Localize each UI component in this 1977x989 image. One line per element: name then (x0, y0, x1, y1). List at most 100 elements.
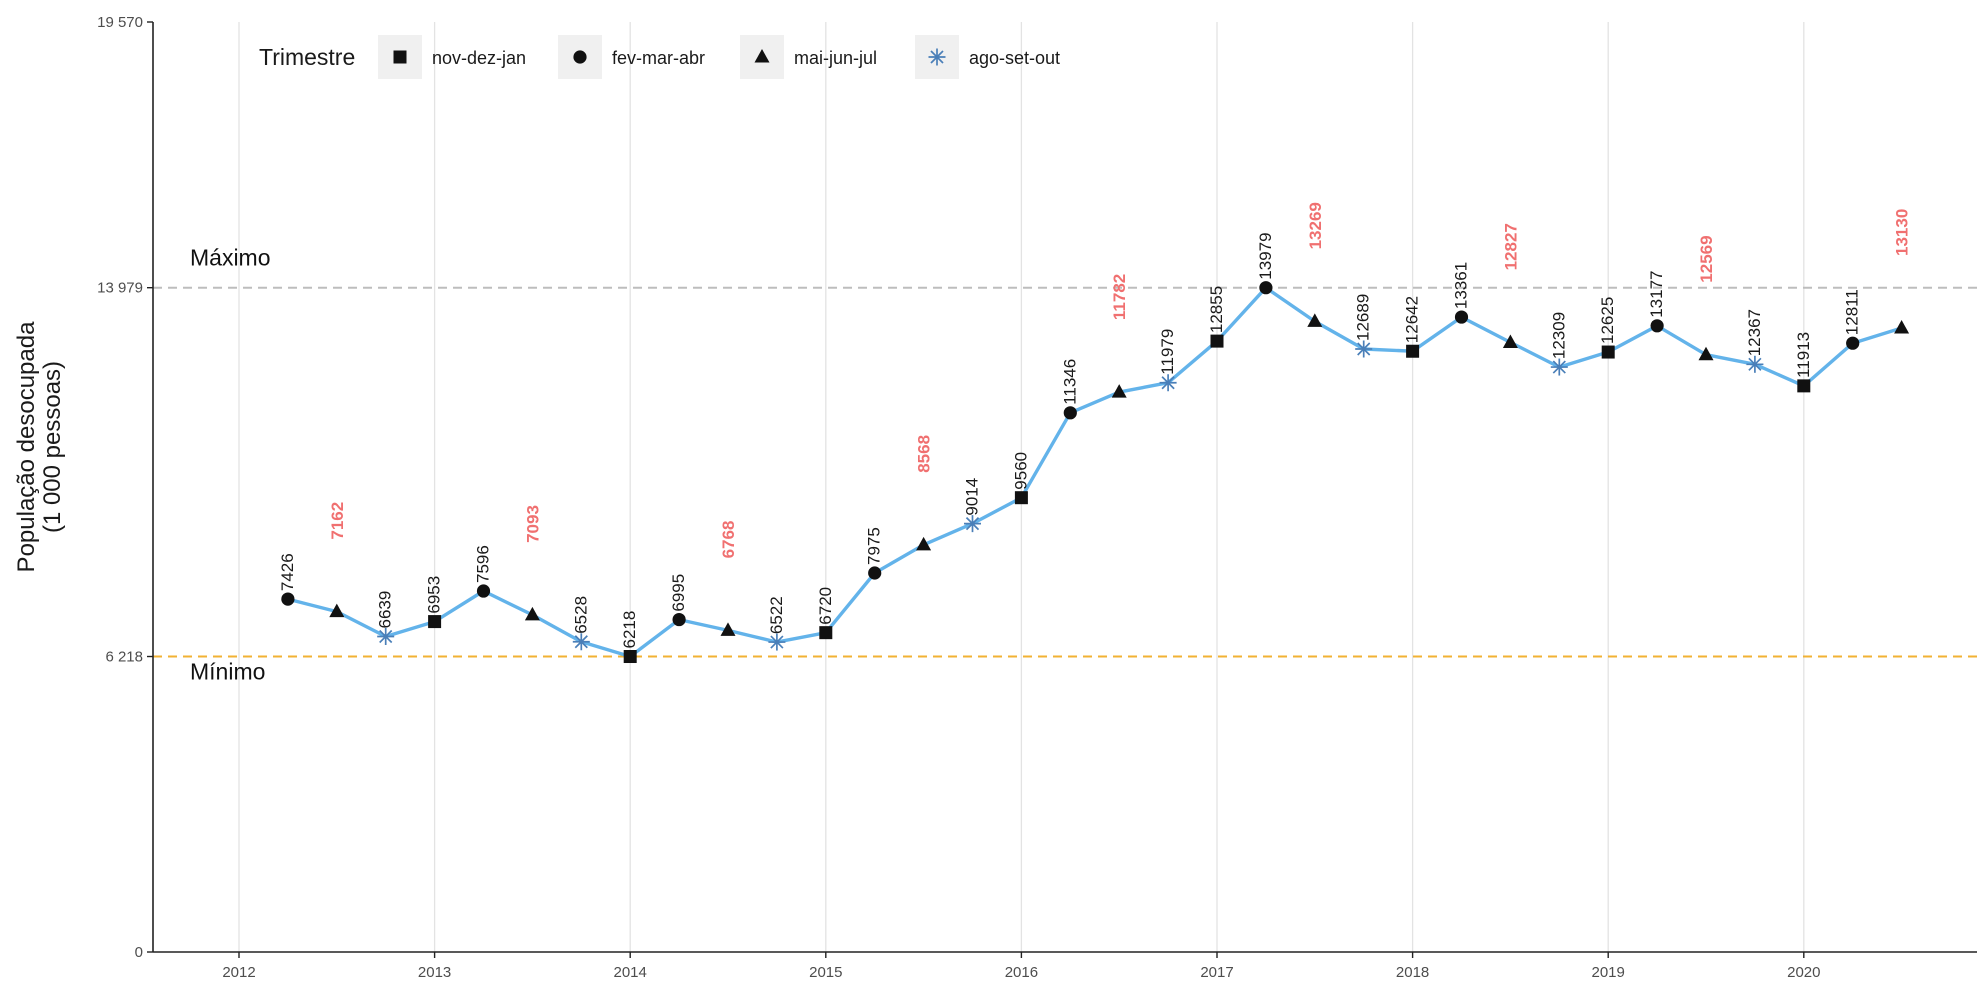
data-point-asterisk (1550, 358, 1568, 376)
data-point-triangle (1111, 384, 1127, 398)
y-tick-label: 6 218 (105, 649, 143, 666)
data-point-triangle (720, 622, 736, 636)
data-point-triangle (916, 536, 932, 551)
reference-label-mnimo: Mínimo (190, 659, 265, 685)
x-tick-label: 2018 (1396, 964, 1429, 981)
x-tick-label: 2016 (1005, 964, 1038, 981)
vertical-gridlines (238, 22, 1805, 952)
legend-label: nov-dez-jan (432, 48, 526, 68)
data-point-asterisk (572, 633, 590, 651)
highlight-data-label: 13130 (1893, 209, 1912, 256)
x-tick-label: 2014 (614, 964, 647, 981)
data-point-square (1406, 344, 1420, 358)
x-tick-label: 2013 (418, 964, 451, 981)
data-point-triangle (1894, 320, 1910, 334)
data-label: 9560 (1011, 452, 1030, 490)
legend-key-triangle (754, 49, 770, 63)
data-point-square (819, 626, 833, 640)
legend-label: mai-jun-jul (794, 48, 877, 68)
data-point-triangle (1307, 313, 1323, 327)
data-label: 11346 (1060, 359, 1079, 405)
axes (152, 22, 1977, 953)
data-point-triangle (1502, 334, 1518, 348)
y-axis-title-line: População desocupada (13, 321, 40, 573)
legend-label: fev-mar-abr (612, 48, 705, 68)
data-label: 11913 (1794, 332, 1813, 378)
data-label: 13979 (1256, 232, 1275, 279)
data-point-square (1014, 491, 1028, 505)
data-point-circle (1650, 319, 1664, 333)
data-point-asterisk (1746, 355, 1764, 373)
highlight-data-label: 6768 (719, 521, 738, 559)
legend-key-asterisk (928, 48, 946, 66)
data-point-asterisk (768, 633, 786, 651)
y-tick-label: 13 979 (97, 280, 143, 297)
data-labels: 7426 7162 6639 6953 7596 7093 6528 6218 6995 6768… (278, 202, 1912, 648)
y-axis-ticks: 0 6 218 13 979 19 570 (97, 14, 153, 961)
series-line (287, 286, 1903, 659)
legend-label: ago-set-out (969, 48, 1060, 68)
data-point-asterisk (964, 515, 981, 533)
y-tick-label: 19 570 (97, 14, 143, 31)
data-point-asterisk (1159, 374, 1177, 392)
data-point-triangle (1698, 346, 1714, 361)
data-label: 6639 (376, 591, 395, 629)
y-axis-title: População desocupada(1 000 pessoas) (13, 321, 66, 573)
data-label: 12309 (1549, 312, 1568, 359)
data-label: 6522 (767, 596, 786, 634)
data-label: 6218 (620, 611, 639, 649)
data-label: 6528 (571, 596, 590, 634)
reference-label-mximo: Máximo (190, 245, 271, 271)
highlight-data-label: 7162 (328, 502, 347, 540)
y-tick-label: 0 (135, 944, 143, 961)
legend-key-square (393, 50, 407, 64)
data-label: 12811 (1843, 289, 1862, 335)
data-label: 6995 (669, 574, 688, 612)
data-point-square (1601, 345, 1615, 359)
legend-key-circle (573, 50, 587, 64)
data-point-triangle (329, 603, 345, 618)
data-label: 12625 (1598, 297, 1617, 344)
data-point-square (623, 650, 637, 664)
x-tick-label: 2017 (1200, 964, 1233, 981)
data-label: 9014 (963, 478, 982, 516)
data-label: 7596 (474, 545, 493, 583)
x-axis-ticks: 2012 2013 2014 2015 2016 2017 2018 2019 2020 (222, 952, 1820, 981)
x-tick-label: 2015 (809, 964, 842, 981)
highlight-data-label: 12569 (1697, 235, 1716, 282)
data-point-circle (868, 566, 882, 580)
data-label: 7975 (865, 527, 884, 565)
data-point-square (1210, 334, 1224, 348)
data-point-circle (1846, 336, 1860, 350)
highlight-data-label: 11782 (1110, 274, 1129, 320)
data-label: 6720 (816, 587, 835, 625)
highlight-data-label: 12827 (1501, 223, 1520, 270)
data-point-square (428, 615, 442, 629)
reference-lines (153, 286, 1977, 658)
data-label: 6953 (425, 576, 444, 614)
x-tick-label: 2019 (1592, 964, 1625, 981)
x-tick-label: 2012 (222, 964, 255, 981)
highlight-data-label: 13269 (1306, 202, 1325, 249)
data-label: 13361 (1452, 262, 1471, 309)
data-point-asterisk (377, 628, 395, 646)
data-label: 7426 (278, 553, 297, 591)
data-point-asterisk (1355, 340, 1373, 358)
data-point-circle (1259, 281, 1273, 295)
data-point-circle (281, 592, 295, 606)
data-label: 12689 (1354, 294, 1373, 341)
data-point-circle (672, 612, 686, 627)
data-point-triangle (524, 606, 540, 621)
highlight-data-label: 7093 (523, 505, 542, 543)
highlight-data-label: 8568 (915, 435, 934, 473)
data-point-square (1797, 379, 1811, 393)
reference-line-labels: Máximo Mínimo (190, 245, 271, 685)
data-label: 12855 (1207, 286, 1226, 333)
data-label: 12642 (1403, 296, 1422, 343)
data-label: 13177 (1647, 271, 1666, 318)
data-point-circle (1063, 406, 1077, 420)
data-point-circle (1454, 310, 1469, 324)
data-label: 11979 (1158, 329, 1177, 375)
data-point-circle (476, 584, 491, 598)
